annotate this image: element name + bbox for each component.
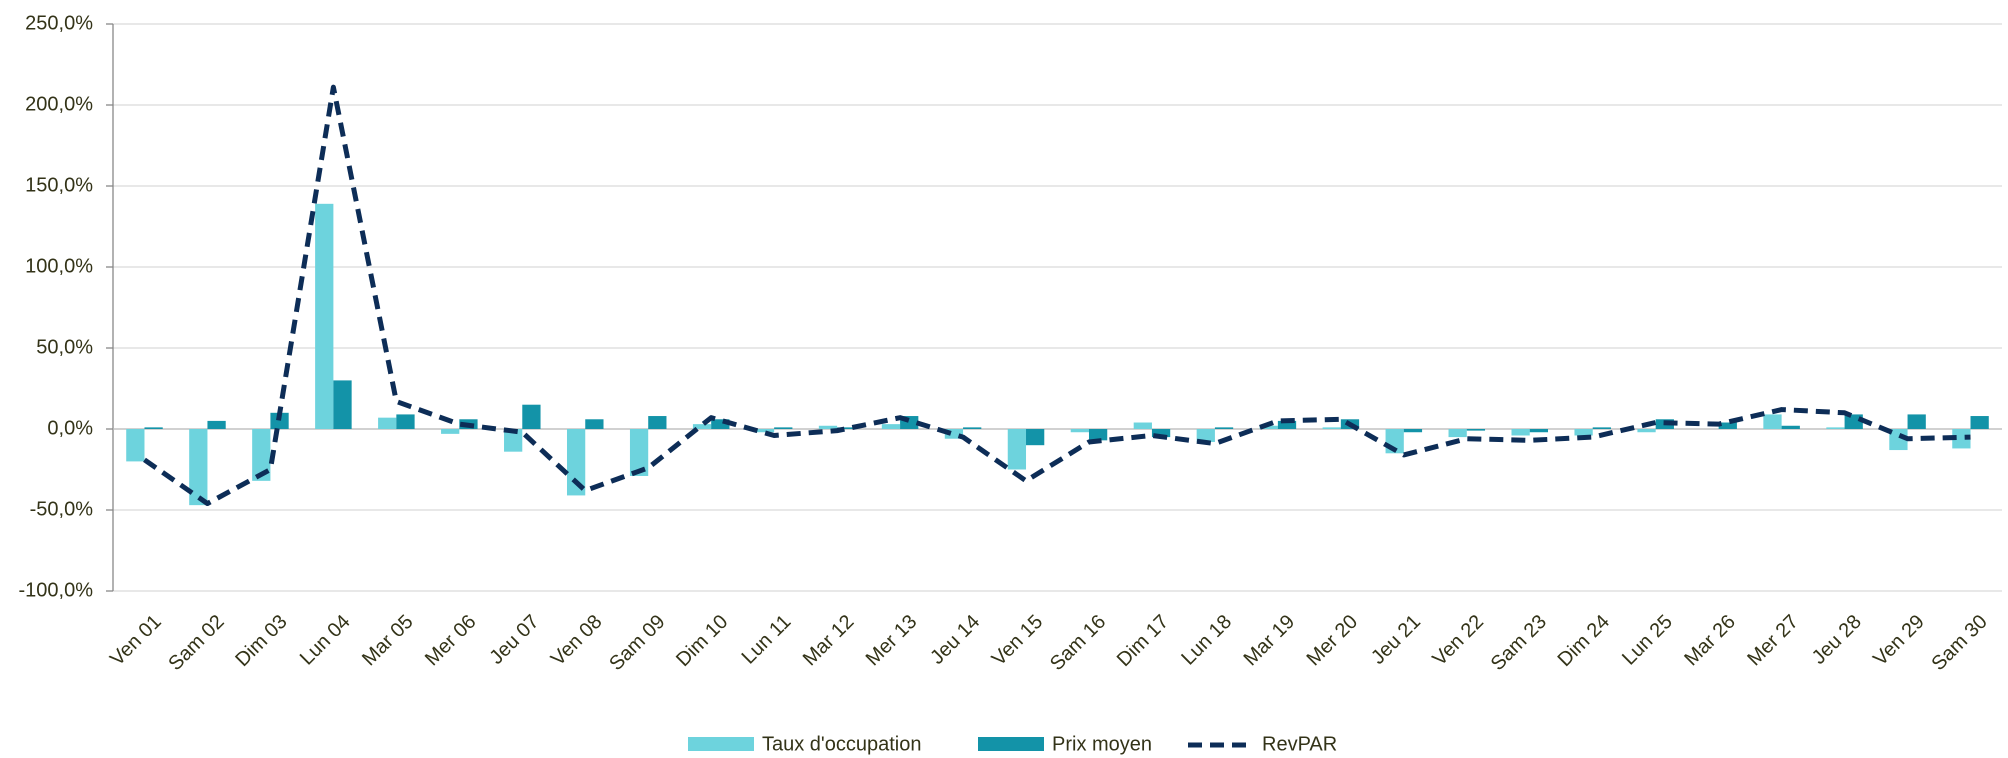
- x-tick-label: Mar 12: [799, 611, 859, 671]
- x-tick-label: Sam 16: [1046, 611, 1110, 675]
- bar: [1214, 427, 1234, 429]
- y-tick-label: 0,0%: [47, 417, 93, 439]
- bar: [1718, 422, 1737, 429]
- bar: [1403, 429, 1423, 433]
- bar: [126, 429, 145, 462]
- x-tick-label: Mer 13: [862, 611, 922, 671]
- bar: [1637, 429, 1656, 433]
- bar: [837, 427, 856, 429]
- y-tick-label: -50,0%: [30, 498, 94, 520]
- x-tick-label: Mar 19: [1240, 611, 1300, 671]
- x-tick-label: Sam 09: [605, 611, 669, 675]
- x-tick-label: Sam 02: [164, 611, 228, 675]
- x-tick-label: Lun 04: [296, 611, 355, 670]
- legend-label: RevPAR: [1262, 733, 1337, 755]
- y-tick-label: 100,0%: [25, 255, 93, 277]
- bar: [1907, 414, 1926, 429]
- x-tick-label: Lun 11: [738, 611, 796, 669]
- bar: [252, 429, 271, 481]
- bar: [396, 414, 415, 429]
- bar: [1196, 429, 1215, 442]
- bar: [1448, 429, 1467, 438]
- bar: [1529, 429, 1549, 433]
- x-tick-label: Mar 05: [358, 611, 418, 671]
- x-tick-label: Ven 15: [988, 611, 1048, 671]
- bar: [207, 420, 226, 429]
- bar: [1070, 429, 1089, 433]
- bar: [818, 425, 838, 429]
- x-tick-label: Mer 06: [421, 611, 481, 671]
- x-tick-label: Ven 29: [1869, 611, 1929, 671]
- bar: [1133, 422, 1152, 429]
- bar: [1781, 425, 1800, 429]
- x-tick-label: Ven 22: [1428, 611, 1488, 671]
- bar: [1151, 429, 1171, 438]
- bar: [881, 424, 901, 429]
- bar: [1277, 420, 1297, 429]
- x-tick-label: Dim 17: [1113, 611, 1173, 671]
- x-tick-label: Mar 26: [1680, 611, 1740, 671]
- bar: [1844, 414, 1863, 429]
- bar: [944, 429, 964, 439]
- x-tick-label: Jeu 14: [926, 611, 984, 669]
- bar: [1970, 416, 1989, 429]
- legend-swatch: [978, 737, 1044, 751]
- bar: [711, 419, 730, 429]
- x-tick-label: Sam 30: [1927, 611, 1991, 675]
- bar: [1007, 429, 1027, 470]
- bar: [1322, 427, 1341, 429]
- bar: [1826, 427, 1845, 429]
- bar: [755, 429, 775, 433]
- x-tick-label: Ven 08: [547, 611, 607, 671]
- bar: [1592, 427, 1611, 429]
- x-tick-label: Ven 01: [106, 611, 166, 671]
- bar: [1088, 429, 1108, 441]
- bar: [1952, 429, 1971, 449]
- y-tick-label: 200,0%: [25, 93, 93, 115]
- x-tick-label: Jeu 28: [1808, 611, 1866, 669]
- bar: [585, 419, 604, 429]
- bar: [648, 416, 667, 429]
- y-tick-label: 250,0%: [25, 12, 93, 34]
- bar: [1259, 425, 1278, 429]
- y-tick-label: -100,0%: [19, 579, 94, 601]
- bar: [963, 427, 982, 429]
- x-tick-label: Mer 20: [1303, 611, 1363, 671]
- bar: [566, 429, 586, 496]
- legend-label: Taux d'occupation: [762, 733, 921, 755]
- x-tick-label: Lun 18: [1177, 611, 1236, 670]
- bar: [378, 417, 397, 429]
- y-tick-label: 150,0%: [25, 174, 93, 196]
- bar: [189, 429, 208, 506]
- legend-label: Prix moyen: [1052, 733, 1152, 755]
- bar: [1026, 429, 1045, 446]
- bar: [315, 203, 334, 429]
- x-tick-label: Dim 10: [672, 611, 732, 671]
- bar: [1511, 429, 1530, 436]
- x-tick-label: Mer 27: [1743, 611, 1803, 671]
- x-tick-label: Sam 23: [1487, 611, 1551, 675]
- bar: [504, 429, 523, 452]
- line: [143, 84, 1971, 507]
- bar: [522, 404, 541, 429]
- legend-swatch: [688, 737, 754, 751]
- bar: [1763, 414, 1782, 429]
- x-tick-label: Dim 03: [231, 611, 291, 671]
- y-tick-label: 50,0%: [36, 336, 93, 358]
- x-tick-label: Jeu 21: [1367, 611, 1425, 669]
- x-tick-label: Dim 24: [1554, 611, 1614, 671]
- x-tick-label: Lun 25: [1618, 611, 1677, 670]
- bar: [1574, 429, 1593, 436]
- bar: [692, 424, 712, 429]
- x-tick-label: Jeu 07: [486, 611, 544, 669]
- bar: [144, 427, 163, 429]
- bar: [333, 380, 352, 429]
- bar: [441, 429, 460, 434]
- bar: [629, 429, 649, 476]
- bar: [774, 427, 793, 429]
- bar: [270, 412, 289, 429]
- bar: [1466, 429, 1486, 431]
